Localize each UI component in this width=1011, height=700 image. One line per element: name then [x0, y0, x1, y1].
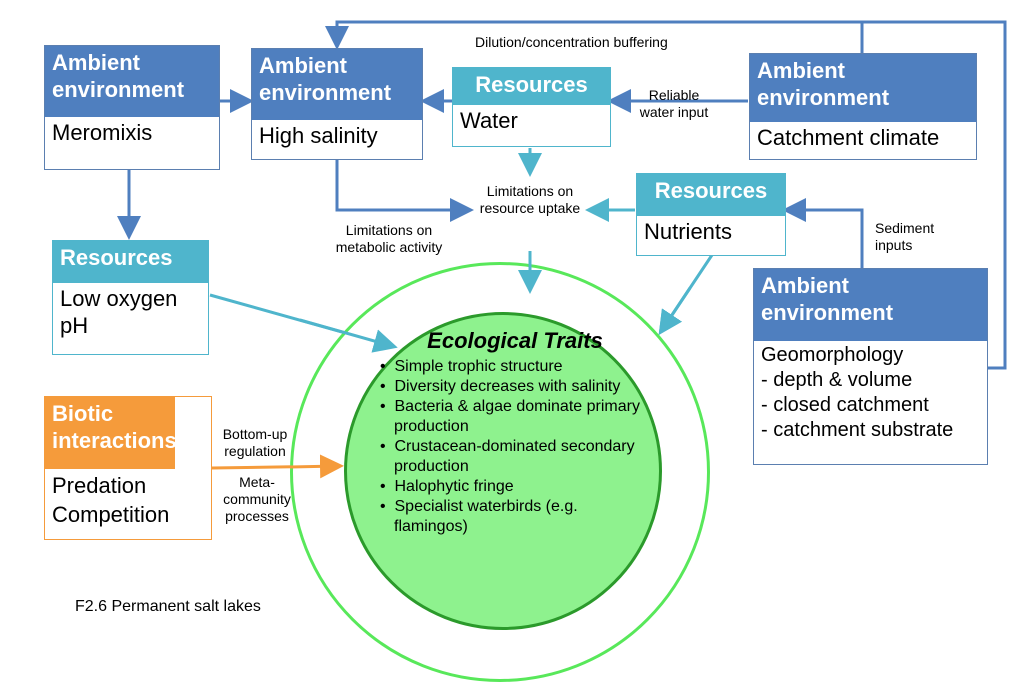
node-body: Water	[453, 105, 610, 136]
trait-item: Specialist waterbirds (e.g. flamingos)	[380, 497, 650, 537]
node-header: Resources	[453, 68, 610, 105]
traits-panel: Ecological Traits Simple trophic structu…	[380, 328, 650, 537]
node-body: Low oxygen pH	[53, 283, 208, 341]
arrow-dilution	[325, 20, 864, 53]
arrow-geomorph-loop	[862, 20, 1007, 370]
node-header: Resources	[637, 174, 785, 216]
node-nutrients: Resources Nutrients	[636, 173, 786, 256]
node-catchment-climate: Ambient environment Catchment climate	[749, 53, 977, 160]
label-limitations-uptake: Limitations on resource uptake	[479, 183, 581, 216]
trait-item: Halophytic fringe	[380, 477, 650, 497]
node-line: Meromixis	[52, 120, 153, 145]
node-body: Geomorphology - depth & volume - closed …	[754, 341, 987, 445]
node-water: Resources Water	[452, 67, 611, 147]
node-header: Resources	[53, 241, 208, 283]
node-line: - depth & volume	[761, 369, 913, 391]
label-reliable-water: Reliable water input	[639, 87, 709, 120]
traits-title: Ecological Traits	[427, 328, 603, 353]
arrow-nutrients-traits	[658, 254, 714, 335]
node-line: pH	[60, 313, 89, 338]
node-line: Low oxygen	[60, 286, 178, 311]
node-meromixis: Ambient environment Meromixis	[44, 45, 220, 170]
trait-item: Crustacean-dominated secondary productio…	[380, 437, 650, 477]
node-line: - closed catchment	[761, 394, 929, 416]
label-limitations-metabolic: Limitations on metabolic activity	[335, 222, 443, 255]
node-header: Ambient environment	[754, 269, 987, 341]
label-metacommunity: Meta-community processes	[223, 474, 291, 524]
node-biotic-interactions: Biotic interactions Predation Competitio…	[44, 396, 212, 540]
arrow-salinity-limitations	[335, 158, 474, 222]
node-body: Predation Competition	[45, 469, 211, 531]
node-line: Geomorphology	[761, 344, 904, 366]
node-header: Ambient environment	[252, 49, 422, 120]
node-geomorphology: Ambient environment Geomorphology - dept…	[753, 268, 988, 465]
trait-item: Simple trophic structure	[380, 357, 650, 377]
label-dilution: Dilution/concentration buffering	[475, 34, 668, 50]
node-line: Competition	[52, 502, 170, 527]
node-body: Meromixis	[45, 117, 219, 148]
node-line: Water	[460, 108, 518, 133]
node-line: Predation	[52, 473, 147, 498]
node-body: Catchment climate	[750, 122, 976, 153]
arrow-sediment	[782, 198, 864, 268]
label-sediment-inputs: Sediment inputs	[875, 220, 935, 253]
node-body: High salinity	[252, 120, 422, 151]
node-line: - catchment substrate	[761, 419, 954, 441]
node-body: Nutrients	[637, 216, 785, 247]
trait-item: Diversity decreases with salinity	[380, 377, 650, 397]
node-line: High salinity	[259, 123, 378, 148]
node-header: Ambient environment	[45, 46, 219, 117]
node-line: Catchment climate	[757, 125, 940, 150]
trait-item: Bacteria & algae dominate primary produc…	[380, 397, 650, 437]
node-low-oxygen: Resources Low oxygen pH	[52, 240, 209, 355]
figure-caption: F2.6 Permanent salt lakes	[75, 598, 261, 615]
node-header: Biotic interactions	[45, 397, 177, 469]
node-header: Ambient environment	[750, 54, 976, 122]
label-bottom-up: Bottom-up regulation	[222, 426, 288, 459]
node-line: Nutrients	[644, 219, 733, 244]
node-high-salinity: Ambient environment High salinity	[251, 48, 423, 160]
